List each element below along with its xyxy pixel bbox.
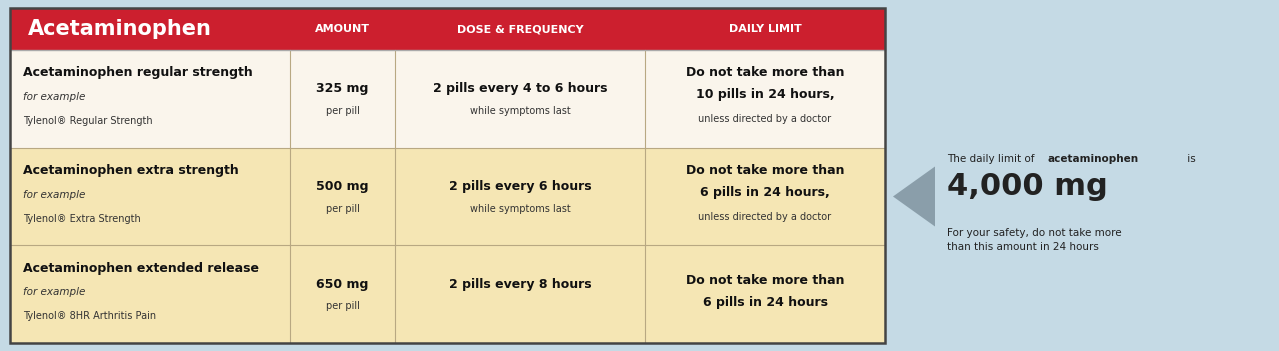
Text: per pill: per pill <box>326 301 359 311</box>
Bar <box>395 50 645 148</box>
Text: Tylenol® 8HR Arthritis Pain: Tylenol® 8HR Arthritis Pain <box>23 311 156 321</box>
Bar <box>645 50 885 148</box>
Text: acetaminophen: acetaminophen <box>1048 153 1138 164</box>
Text: Acetaminophen regular strength: Acetaminophen regular strength <box>23 66 253 79</box>
Text: Tylenol® Regular Strength: Tylenol® Regular Strength <box>23 116 152 126</box>
Text: unless directed by a doctor: unless directed by a doctor <box>698 212 831 221</box>
Text: per pill: per pill <box>326 106 359 116</box>
Text: is: is <box>1184 153 1196 164</box>
Text: For your safety, do not take more
than this amount in 24 hours: For your safety, do not take more than t… <box>946 229 1122 252</box>
Text: Do not take more than: Do not take more than <box>686 66 844 79</box>
Text: 650 mg: 650 mg <box>316 278 368 291</box>
Text: 6 pills in 24 hours: 6 pills in 24 hours <box>702 296 828 309</box>
Text: The daily limit of: The daily limit of <box>946 153 1037 164</box>
Text: 500 mg: 500 mg <box>316 180 368 193</box>
Text: 2 pills every 6 hours: 2 pills every 6 hours <box>449 180 591 193</box>
Text: Acetaminophen extra strength: Acetaminophen extra strength <box>23 164 239 177</box>
Bar <box>290 148 395 245</box>
Text: 10 pills in 24 hours,: 10 pills in 24 hours, <box>696 88 834 101</box>
Text: 2 pills every 8 hours: 2 pills every 8 hours <box>449 278 591 291</box>
Text: while symptoms last: while symptoms last <box>469 204 570 213</box>
Bar <box>10 8 885 343</box>
Text: AMOUNT: AMOUNT <box>315 24 370 34</box>
Text: DAILY LIMIT: DAILY LIMIT <box>729 24 802 34</box>
Bar <box>645 148 885 245</box>
Text: Do not take more than: Do not take more than <box>686 274 844 287</box>
Text: 2 pills every 4 to 6 hours: 2 pills every 4 to 6 hours <box>432 82 608 95</box>
Text: unless directed by a doctor: unless directed by a doctor <box>698 114 831 124</box>
Bar <box>10 50 290 148</box>
Text: Do not take more than: Do not take more than <box>686 164 844 177</box>
Bar <box>290 245 395 343</box>
Bar <box>395 245 645 343</box>
Text: for example: for example <box>23 287 86 297</box>
Text: while symptoms last: while symptoms last <box>469 106 570 116</box>
Bar <box>290 50 395 148</box>
Bar <box>395 148 645 245</box>
Text: Acetaminophen extended release: Acetaminophen extended release <box>23 261 260 275</box>
Text: for example: for example <box>23 190 86 199</box>
Text: per pill: per pill <box>326 204 359 213</box>
Bar <box>10 8 885 50</box>
Polygon shape <box>893 166 935 226</box>
Text: DOSE & FREQUENCY: DOSE & FREQUENCY <box>457 24 583 34</box>
Text: 6 pills in 24 hours,: 6 pills in 24 hours, <box>700 186 830 199</box>
Text: Acetaminophen: Acetaminophen <box>28 19 212 39</box>
Bar <box>10 148 290 245</box>
Text: for example: for example <box>23 92 86 102</box>
Text: Tylenol® Extra Strength: Tylenol® Extra Strength <box>23 213 141 224</box>
Bar <box>10 245 290 343</box>
Text: 4,000 mg: 4,000 mg <box>946 172 1108 201</box>
Bar <box>645 245 885 343</box>
Text: 325 mg: 325 mg <box>316 82 368 95</box>
